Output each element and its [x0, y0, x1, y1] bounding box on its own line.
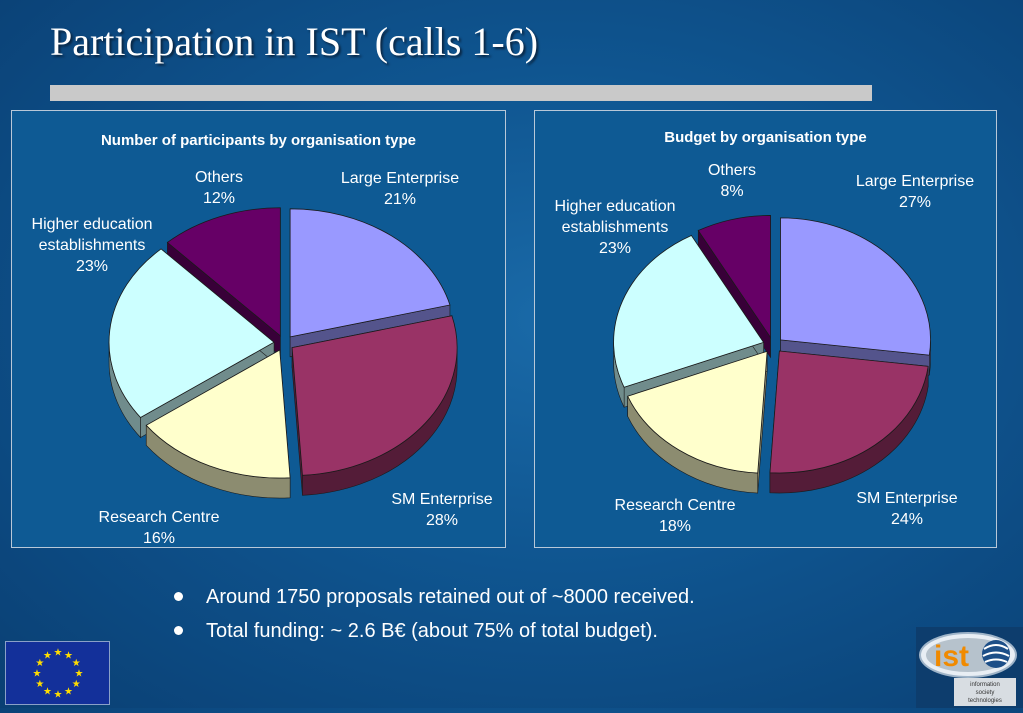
chart-title: Budget by organisation type [664, 129, 867, 146]
slice-label-sm-enterprise: SM Enterprise 28% [391, 491, 492, 529]
eu-stars: ★ ★★★★★★★★★★★ [33, 648, 84, 701]
pie-slice-sm-enterprise [769, 350, 929, 494]
star-icon: ★ [54, 690, 63, 701]
pie-slice-research-centre [145, 349, 291, 499]
slide-title: Participation in IST (calls 1-6) [50, 19, 539, 64]
slice-label-higher-education-establishments: Higher education establishments 23% [555, 198, 676, 257]
slice-label-research-centre: Research Centre 16% [99, 509, 220, 547]
slice-label-others: Others 8% [708, 162, 756, 200]
star-icon: ★ [35, 658, 44, 669]
budget-chart: Budget by organisation type Large Enterpr… [534, 110, 997, 548]
slice-label-others: Others 12% [195, 169, 243, 207]
ist-subtext-line: technologies [968, 698, 1002, 704]
pie-slice-large-enterprise [780, 217, 931, 376]
star-icon: ★ [43, 687, 52, 698]
ist-subtext-line: society [976, 690, 995, 696]
chart-title: Number of participants by organisation t… [101, 132, 416, 149]
bullet-item: Around 1750 proposals retained out of ~8… [172, 582, 695, 616]
participants-pie-svg: Number of participants by organisation t… [32, 132, 493, 547]
star-icon: ★ [72, 679, 81, 690]
slice-label-large-enterprise: Large Enterprise 21% [341, 170, 459, 208]
bullet-item: Total funding: ~ 2.6 B€ (about 75% of to… [172, 616, 695, 650]
ist-logo-graphic: ist information society technologies [919, 632, 1017, 706]
eu-flag-logo: ★ ★ ★ ★ ★ ★ ★ ★ ★ ★ ★ ★ [5, 641, 110, 705]
slice-label-research-centre: Research Centre 18% [615, 497, 736, 535]
star-icon: ★ [72, 658, 81, 669]
pie-slice-research-centre [627, 350, 768, 494]
title-rule [50, 85, 872, 101]
ist-logo: ist information society technologies [916, 627, 1023, 708]
pie-slice-sm-enterprise [291, 315, 458, 496]
participants-chart: Number of participants by organisation t… [11, 110, 506, 548]
star-icon: ★ [33, 669, 42, 680]
star-icon: ★ [43, 650, 52, 661]
bullet-list: Around 1750 proposals retained out of ~8… [172, 582, 695, 650]
budget-pie-svg: Budget by organisation type Large Enterpr… [555, 129, 975, 535]
star-icon: ★ [54, 648, 63, 659]
star-icon: ★ [35, 679, 44, 690]
star-icon: ★ [64, 650, 73, 661]
slice-label-large-enterprise: Large Enterprise 27% [856, 173, 974, 211]
star-icon: ★ [64, 687, 73, 698]
slice-label-sm-enterprise: SM Enterprise 24% [856, 490, 957, 528]
ist-wordmark: ist [934, 640, 969, 673]
ist-subtext-line: information [970, 682, 1000, 688]
slice-label-higher-education-establishments: Higher education establishments 23% [32, 216, 153, 275]
star-icon: ★ [75, 669, 84, 680]
